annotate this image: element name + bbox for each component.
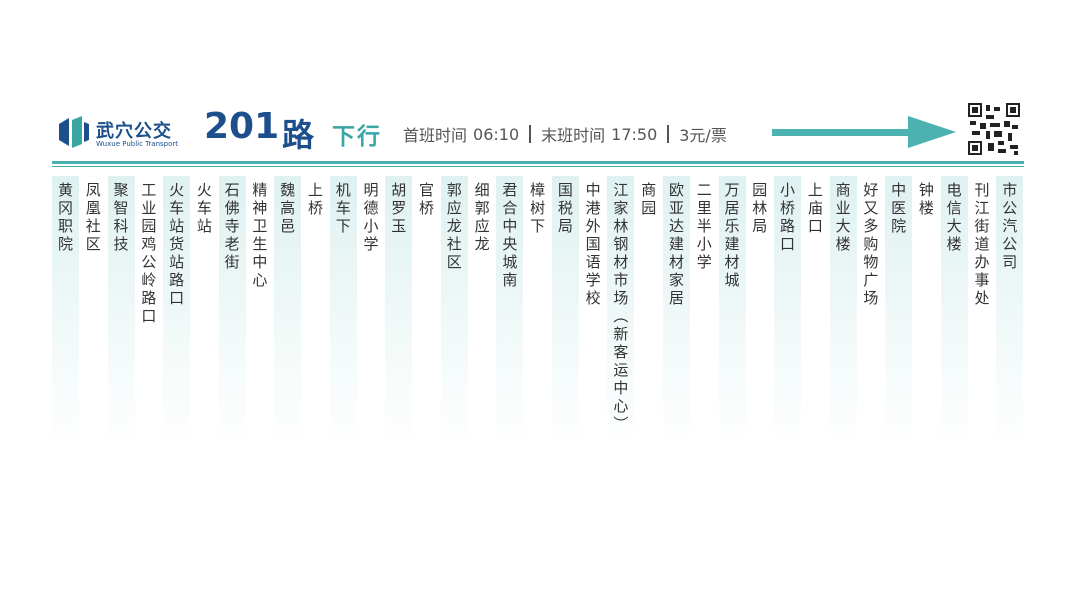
stop-column: 中医院 xyxy=(885,176,913,448)
stop-name: 电信大楼 xyxy=(944,182,963,254)
stop-name: 石佛寺老街 xyxy=(222,182,241,272)
header-rule xyxy=(52,166,1024,167)
qr-code xyxy=(968,103,1020,155)
first-bus-label: 首班时间 xyxy=(403,126,468,145)
stop-name: 中港外国语学校 xyxy=(583,182,602,308)
stop-column: 市公汽公司 xyxy=(996,176,1024,448)
stop-column: 钟楼 xyxy=(913,176,940,448)
stop-column: 小桥路口 xyxy=(774,176,802,448)
stop-column: 魏高邑 xyxy=(274,176,302,448)
stop-column: 明德小学 xyxy=(357,176,384,448)
stop-column: 商业大楼 xyxy=(829,176,857,448)
stop-name: 精神卫生中心 xyxy=(250,182,269,290)
stop-column: 园林局 xyxy=(746,176,773,448)
stop-name: 火车站货站路口 xyxy=(167,182,186,308)
direction: 下行 xyxy=(332,124,382,150)
logo-name: 武穴公交 xyxy=(96,121,172,142)
separator xyxy=(667,125,670,143)
stop-column: 机车下 xyxy=(329,176,357,448)
stop-name: 机车下 xyxy=(333,182,352,236)
stop-column: 火车站货站路口 xyxy=(163,176,191,448)
stop-name: 商业大楼 xyxy=(833,182,852,254)
stop-column: 江家林钢材市场（新客运中心） xyxy=(607,176,635,448)
stop-name: 黄冈职院 xyxy=(56,182,74,254)
schedule: 首班时间 06:10 末班时间 17:50 3元/票 xyxy=(403,122,727,146)
stop-column: 黄冈职院 xyxy=(52,176,79,448)
stop-column: 万居乐建材城 xyxy=(718,176,746,448)
stop-name: 园林局 xyxy=(750,182,769,236)
stop-name: 聚智科技 xyxy=(111,182,130,254)
first-bus-time: 06:10 xyxy=(473,124,520,144)
stop-name: 中医院 xyxy=(889,182,908,236)
stop-column: 上庙口 xyxy=(802,176,829,448)
stop-column: 中港外国语学校 xyxy=(580,176,607,448)
stop-name: 上桥 xyxy=(305,182,324,218)
stop-column: 上桥 xyxy=(302,176,329,448)
stop-name: 官桥 xyxy=(417,182,436,218)
stop-column: 二里半小学 xyxy=(691,176,718,448)
stop-column: 商园 xyxy=(635,176,662,448)
logo-icon xyxy=(59,116,89,148)
stop-name: 刊江街道办事处 xyxy=(972,182,991,308)
stop-column: 火车站 xyxy=(191,176,218,448)
stop-column: 刊江街道办事处 xyxy=(968,176,995,448)
stop-column: 官桥 xyxy=(413,176,440,448)
separator xyxy=(529,125,532,143)
stop-name: 小桥路口 xyxy=(778,182,797,254)
stop-column: 君合中央城南 xyxy=(496,176,524,448)
stop-name: 明德小学 xyxy=(361,182,380,254)
stop-name: 万居乐建材城 xyxy=(722,182,741,290)
stop-name: 君合中央城南 xyxy=(500,182,519,290)
stop-column: 电信大楼 xyxy=(940,176,968,448)
stop-column: 细郭应龙 xyxy=(469,176,496,448)
stop-name: 市公汽公司 xyxy=(1000,182,1019,272)
stop-name: 钟楼 xyxy=(916,182,935,218)
stop-column: 好又多购物广场 xyxy=(857,176,884,448)
stop-name: 火车站 xyxy=(194,182,213,236)
stop-column: 胡罗玉 xyxy=(385,176,413,448)
stop-name: 上庙口 xyxy=(805,182,824,236)
stop-column: 精神卫生中心 xyxy=(246,176,273,448)
stop-name: 魏高邑 xyxy=(278,182,297,236)
stop-column: 欧亚达建材家居 xyxy=(662,176,690,448)
logo-subtitle: Wuxue Public Transport xyxy=(96,140,179,148)
stop-name: 胡罗玉 xyxy=(389,182,408,236)
fare: 3元/票 xyxy=(679,126,727,145)
stop-name: 细郭应龙 xyxy=(472,182,491,254)
direction-arrow xyxy=(772,116,956,148)
stop-name: 郭应龙社区 xyxy=(444,182,463,272)
last-bus-label: 末班时间 xyxy=(541,126,606,145)
stop-column: 国税局 xyxy=(551,176,579,448)
stop-column: 聚智科技 xyxy=(107,176,135,448)
stop-name: 国税局 xyxy=(555,182,574,236)
last-bus-time: 17:50 xyxy=(611,124,658,144)
stop-column: 郭应龙社区 xyxy=(440,176,468,448)
stop-name: 好又多购物广场 xyxy=(861,182,880,308)
stop-name: 凤凰社区 xyxy=(83,182,102,254)
stop-name: 二里半小学 xyxy=(694,182,713,272)
header-rule xyxy=(52,161,1024,164)
stop-name: 樟树下 xyxy=(528,182,547,236)
stop-name: 江家林钢材市场（新客运中心） xyxy=(611,182,630,434)
stop-column: 樟树下 xyxy=(524,176,551,448)
stop-name: 商园 xyxy=(639,182,658,218)
route-suffix: 路 xyxy=(282,116,315,154)
stop-name: 工业园鸡公岭路口 xyxy=(139,182,158,326)
stop-column: 凤凰社区 xyxy=(80,176,107,448)
stop-name: 欧亚达建材家居 xyxy=(666,182,685,308)
route-number: 201 xyxy=(204,106,280,147)
stop-column: 工业园鸡公岭路口 xyxy=(135,176,162,448)
stop-column: 石佛寺老街 xyxy=(218,176,246,448)
